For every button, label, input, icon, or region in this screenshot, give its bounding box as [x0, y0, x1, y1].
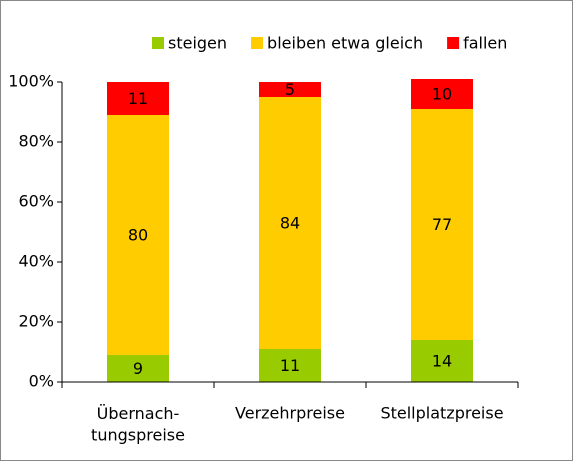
data-label: 84 [280, 214, 300, 233]
data-label: 14 [432, 352, 452, 371]
y-tick-label: 100% [8, 72, 54, 91]
y-tick-label: 40% [18, 252, 54, 271]
bar-segment [411, 79, 473, 109]
y-tick-label: 20% [18, 312, 54, 331]
data-label: 5 [285, 80, 295, 99]
data-label: 9 [133, 359, 143, 378]
legend-label: steigen [168, 34, 227, 53]
y-tick-label: 60% [18, 192, 54, 211]
legend-swatch [251, 37, 264, 49]
legend-swatch [447, 37, 460, 49]
bar-segment [411, 109, 473, 340]
data-label: 80 [128, 226, 148, 245]
bar-segment [107, 355, 169, 382]
data-label: 10 [432, 85, 452, 104]
y-tick-label: 0% [29, 372, 54, 391]
bar-segment [107, 115, 169, 355]
bar-segment [107, 82, 169, 115]
data-label: 77 [432, 215, 452, 234]
data-label: 11 [128, 89, 148, 108]
legend-label: bleiben etwa gleich [267, 34, 423, 53]
x-tick-label: Stellplatzpreise [380, 404, 503, 423]
data-label: 11 [280, 356, 300, 375]
bar-segment [259, 349, 321, 382]
bar-segment [259, 82, 321, 97]
legend-label: fallen [463, 34, 507, 53]
bar-segment [411, 340, 473, 382]
y-tick-label: 80% [18, 132, 54, 151]
bar-segment [259, 97, 321, 349]
x-tick-label: Verzehrpreise [235, 404, 345, 423]
legend-swatch [152, 37, 164, 49]
x-tick-label: Übernach-tungspreise [91, 404, 185, 445]
